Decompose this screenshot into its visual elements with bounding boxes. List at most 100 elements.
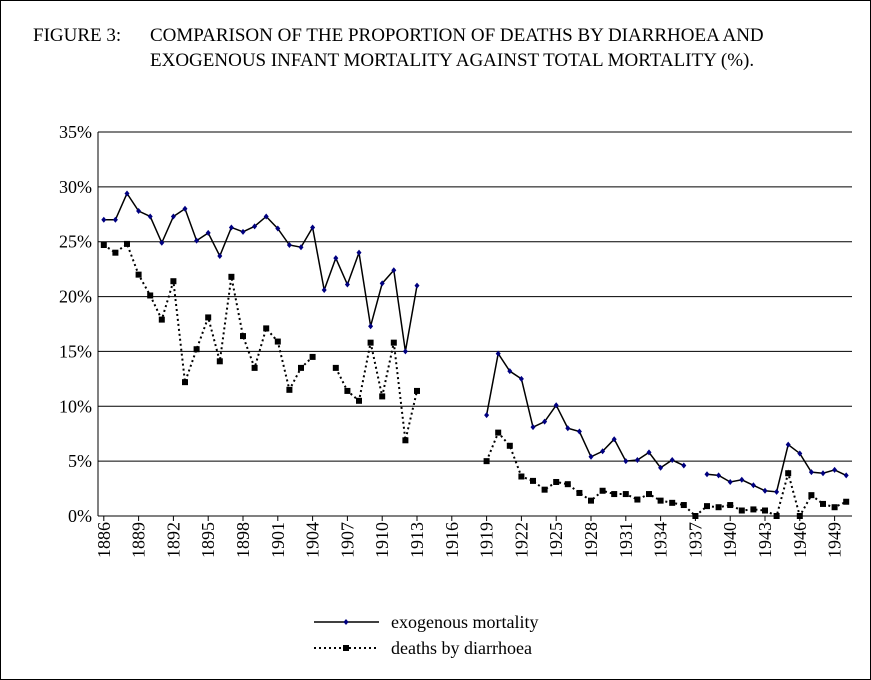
- data-point: [275, 225, 281, 232]
- data-point: [274, 338, 281, 345]
- series-line: [103, 242, 847, 519]
- x-tick-label: 1904: [303, 522, 323, 558]
- data-point: [518, 473, 525, 480]
- data-point: [692, 513, 699, 519]
- y-tick-label: 30%: [59, 177, 92, 197]
- data-point: [820, 500, 826, 507]
- x-tick-label: 1886: [94, 522, 114, 558]
- data-point: [344, 281, 350, 288]
- data-point: [762, 507, 768, 514]
- figure-heading: FIGURE 3: COMPARISON OF THE PROPORTION O…: [33, 23, 833, 73]
- x-tick-label: 1901: [268, 522, 288, 558]
- data-point: [495, 429, 502, 436]
- legend-marker: [343, 645, 349, 651]
- data-point: [136, 207, 142, 214]
- data-point: [170, 278, 177, 285]
- data-point: [588, 453, 594, 460]
- data-point: [298, 364, 304, 371]
- data-point: [379, 393, 386, 400]
- data-point: [727, 502, 734, 509]
- y-tick-label: 15%: [59, 341, 92, 361]
- x-tick-label: 1907: [337, 522, 357, 558]
- data-point: [147, 213, 153, 220]
- x-tick-label: 1949: [825, 522, 845, 558]
- data-point: [216, 358, 223, 365]
- data-point: [680, 502, 687, 509]
- data-point: [715, 504, 722, 511]
- data-point: [750, 482, 756, 489]
- data-point: [832, 466, 838, 473]
- data-point: [634, 496, 641, 503]
- data-point: [564, 481, 571, 488]
- data-point: [831, 504, 838, 511]
- data-point: [634, 457, 640, 464]
- data-point: [402, 437, 409, 444]
- x-tick-label: 1946: [790, 522, 810, 558]
- data-point: [228, 273, 235, 280]
- series-line: [103, 191, 847, 493]
- data-point: [600, 448, 606, 455]
- x-tick-label: 1910: [372, 522, 392, 558]
- y-tick-label: 35%: [59, 122, 92, 142]
- data-point: [368, 323, 374, 330]
- data-point: [669, 499, 676, 506]
- legend-label: exogenous mortality: [391, 612, 538, 632]
- data-point: [646, 449, 652, 456]
- x-tick-label: 1937: [685, 522, 705, 558]
- data-point: [193, 346, 200, 353]
- x-tick-label: 1931: [616, 522, 636, 558]
- data-point: [820, 470, 826, 477]
- data-point: [622, 491, 629, 498]
- data-point: [657, 497, 664, 504]
- data-point: [553, 478, 560, 485]
- data-point: [750, 506, 757, 513]
- data-point: [367, 339, 374, 346]
- data-point: [576, 489, 583, 496]
- data-point: [298, 244, 304, 251]
- data-point: [205, 229, 211, 236]
- data-point: [843, 498, 850, 505]
- data-point: [565, 425, 571, 432]
- data-point: [495, 350, 501, 357]
- data-point: [240, 228, 246, 235]
- data-point: [611, 436, 617, 443]
- data-point: [738, 507, 745, 514]
- data-point: [217, 252, 223, 259]
- data-point: [716, 472, 722, 479]
- x-tick-label: 1934: [651, 522, 671, 558]
- data-point: [658, 464, 664, 471]
- data-point: [484, 412, 490, 419]
- data-point: [414, 387, 420, 394]
- x-tick-label: 1913: [407, 522, 427, 558]
- x-tick-label: 1925: [546, 522, 566, 558]
- data-point: [576, 428, 582, 435]
- x-tick-label: 1940: [720, 522, 740, 558]
- data-point: [356, 249, 362, 256]
- data-point: [263, 325, 270, 332]
- data-point: [194, 237, 200, 244]
- data-point: [727, 478, 733, 485]
- data-point: [240, 333, 246, 340]
- x-tick-label: 1898: [233, 522, 253, 558]
- data-point: [704, 503, 710, 510]
- y-tick-label: 0%: [68, 506, 92, 526]
- data-point: [309, 353, 316, 360]
- data-point: [553, 402, 559, 409]
- data-point: [530, 424, 536, 431]
- data-point: [228, 224, 234, 231]
- y-tick-label: 10%: [59, 396, 92, 416]
- x-tick-label: 1916: [442, 522, 462, 558]
- data-point: [774, 488, 780, 495]
- data-point: [530, 477, 536, 484]
- x-tick-label: 1889: [129, 522, 149, 558]
- data-point: [182, 205, 188, 212]
- x-tick-label: 1895: [198, 522, 218, 558]
- data-point: [100, 242, 107, 249]
- data-point: [483, 458, 490, 465]
- data-point: [263, 213, 269, 220]
- y-tick-label: 25%: [59, 232, 92, 252]
- data-point: [785, 441, 791, 448]
- data-point: [739, 476, 745, 483]
- data-point: [599, 487, 606, 494]
- data-point: [796, 513, 803, 519]
